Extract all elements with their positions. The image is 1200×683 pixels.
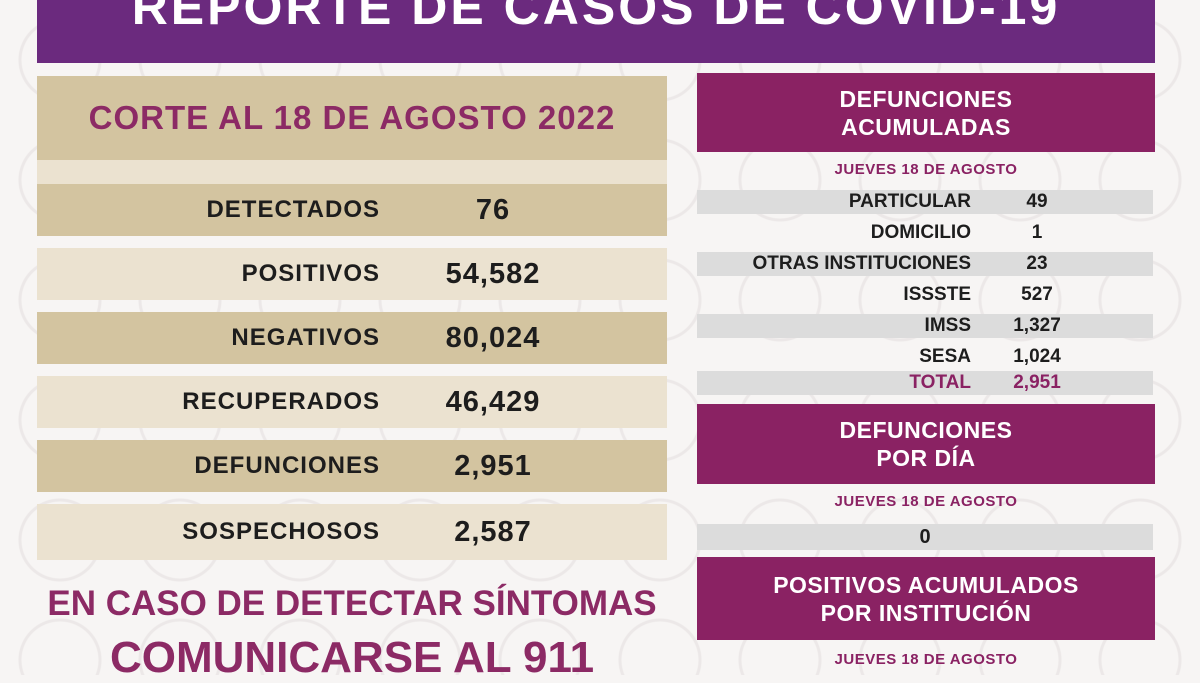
section-date: JUEVES 18 DE AGOSTO (834, 161, 1018, 178)
institution-label: OTRAS INSTITUCIONES (752, 253, 971, 274)
institution-row: PARTICULAR 49 (697, 190, 1153, 214)
stat-label: SOSPECHOSOS (182, 518, 380, 545)
institution-label: SESA (919, 346, 971, 367)
defunciones-acumuladas-header: DEFUNCIONES ACUMULADAS (697, 73, 1155, 152)
institution-value: 49 (1026, 191, 1048, 212)
divider-band (37, 160, 667, 184)
institution-row: SESA 1,024 (697, 345, 1153, 369)
stat-value: 2,951 (454, 449, 532, 482)
institution-value: 23 (1026, 253, 1048, 274)
institution-row: OTRAS INSTITUCIONES 23 (697, 252, 1153, 276)
call-to-action-line2: COMUNICARSE AL 911 (109, 633, 595, 682)
page-title: REPORTE DE CASOS DE COVID-19 (131, 0, 1061, 35)
section-title: ACUMULADAS (841, 113, 1011, 140)
institution-label: PARTICULAR (848, 191, 971, 212)
call-to-action-line1: EN CASO DE DETECTAR SÍNTOMAS (47, 584, 657, 623)
total-row: TOTAL 2,951 (697, 371, 1153, 395)
stat-label: DEFUNCIONES (194, 452, 380, 479)
institution-value: 527 (1021, 284, 1053, 305)
stat-label: RECUPERADOS (182, 388, 380, 415)
stat-label: NEGATIVOS (231, 324, 380, 351)
stat-row-defunciones: DEFUNCIONES 2,951 (37, 440, 667, 492)
stat-value: 2,587 (454, 515, 532, 548)
total-value: 2,951 (1013, 372, 1061, 393)
section-title: POSITIVOS ACUMULADOS (773, 571, 1079, 598)
stat-row-detectados: DETECTADOS 76 (37, 184, 667, 236)
section-title: POR INSTITUCIÓN (820, 599, 1032, 626)
stat-row-negativos: NEGATIVOS 80,024 (37, 312, 667, 364)
section-date: JUEVES 18 DE AGOSTO (834, 493, 1018, 510)
stat-label: DETECTADOS (206, 196, 380, 223)
total-label: TOTAL (909, 372, 971, 393)
institution-label: ISSSTE (903, 284, 971, 305)
defunciones-por-dia-header: DEFUNCIONES POR DÍA (697, 404, 1155, 484)
institution-row: DOMICILIO 1 (697, 221, 1153, 245)
title-banner: REPORTE DE CASOS DE COVID-19 (37, 0, 1155, 63)
section-title: POR DÍA (876, 445, 976, 471)
positivos-acumulados-header: POSITIVOS ACUMULADOS POR INSTITUCIÓN (697, 557, 1155, 640)
daily-deaths-value: 0 (697, 524, 1153, 550)
stat-value: 54,582 (445, 257, 541, 290)
corte-heading: CORTE AL 18 DE AGOSTO 2022 (37, 76, 667, 160)
stat-label: POSITIVOS (241, 260, 380, 287)
section-title: DEFUNCIONES (839, 85, 1013, 112)
stat-row-positivos: POSITIVOS 54,582 (37, 248, 667, 300)
institution-label: DOMICILIO (870, 222, 971, 243)
stat-value: 46,429 (445, 385, 541, 418)
institution-label: IMSS (924, 315, 971, 336)
stat-row-sospechosos: SOSPECHOSOS 2,587 (37, 504, 667, 560)
institution-value: 1,327 (1013, 315, 1061, 336)
stat-row-recuperados: RECUPERADOS 46,429 (37, 376, 667, 428)
institution-row: ISSSTE 527 (697, 283, 1153, 307)
stat-value: 76 (475, 193, 511, 226)
institution-value: 1,024 (1013, 346, 1061, 367)
section-date: JUEVES 18 DE AGOSTO (834, 651, 1018, 668)
summary-panel: CORTE AL 18 DE AGOSTO 2022 DETECTADOS 76… (37, 76, 667, 560)
stat-value: 80,024 (445, 321, 541, 354)
institution-value: 1 (1031, 222, 1043, 243)
section-title: DEFUNCIONES (839, 417, 1013, 443)
institution-row: IMSS 1,327 (697, 314, 1153, 338)
